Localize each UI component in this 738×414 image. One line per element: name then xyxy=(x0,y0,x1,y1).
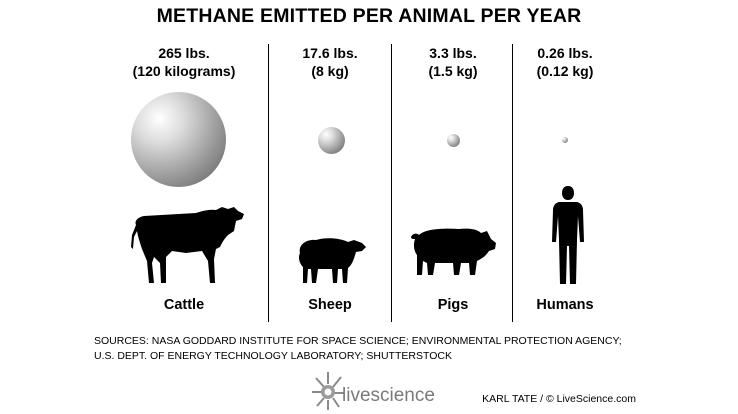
humans-lbs: 0.26 lbs. xyxy=(537,45,593,61)
methane-sphere-pigs xyxy=(447,134,460,147)
sheep-lbs: 17.6 lbs. xyxy=(302,45,358,61)
sources-line-2: U.S. DEPT. OF ENERGY TECHNOLOGY LABORATO… xyxy=(94,350,452,362)
livescience-logo: livescience xyxy=(342,385,435,406)
methane-sphere-cattle xyxy=(131,92,226,187)
category-pigs: Pigs xyxy=(437,297,469,313)
pigs-lbs: 3.3 lbs. xyxy=(429,45,477,61)
pigs-kg: (1.5 kg) xyxy=(428,63,478,79)
category-humans: Humans xyxy=(536,297,594,313)
amount-label-cattle: 265 lbs. (120 kilograms) xyxy=(122,44,246,80)
chart-title: METHANE EMITTED PER ANIMAL PER YEAR xyxy=(156,5,582,27)
cow-icon xyxy=(131,207,244,283)
cattle-lbs: 265 lbs. xyxy=(158,45,210,61)
sheep-icon xyxy=(299,238,366,283)
amount-label-pigs: 3.3 lbs. (1.5 kg) xyxy=(391,44,515,80)
methane-sphere-sheep xyxy=(318,127,345,154)
amount-label-sheep: 17.6 lbs. (8 kg) xyxy=(268,44,392,80)
sources-note: SOURCES: NASA GODDARD INSTITUTE FOR SPAC… xyxy=(94,334,622,364)
sheep-kg: (8 kg) xyxy=(311,63,349,79)
sources-line-1: SOURCES: NASA GODDARD INSTITUTE FOR SPAC… xyxy=(94,335,622,347)
cattle-kg: (120 kilograms) xyxy=(132,63,236,79)
pig-icon xyxy=(411,228,496,275)
human-icon xyxy=(552,186,584,284)
category-cattle: Cattle xyxy=(163,297,205,313)
column-divider xyxy=(391,44,392,322)
column-divider xyxy=(268,44,269,322)
livescience-splat-icon xyxy=(312,372,344,410)
column-divider xyxy=(512,44,513,322)
category-sheep: Sheep xyxy=(308,297,352,313)
humans-kg: (0.12 kg) xyxy=(536,63,594,79)
methane-sphere-humans xyxy=(562,137,568,143)
amount-label-humans: 0.26 lbs. (0.12 kg) xyxy=(503,44,627,80)
credit-line: KARL TATE / © LiveScience.com xyxy=(482,393,636,405)
